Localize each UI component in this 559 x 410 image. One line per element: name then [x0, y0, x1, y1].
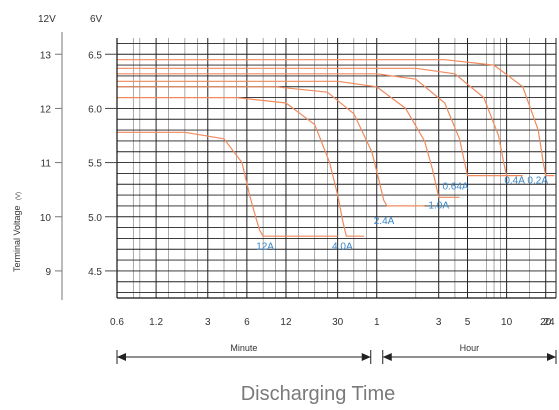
discharge-curves	[117, 59, 555, 237]
discharge-curve	[117, 97, 365, 237]
discharge-curve	[117, 67, 523, 177]
y-tick-labels-6v: 6.5 6.0 5.5 5.0 4.5	[88, 50, 117, 278]
grid	[116, 38, 557, 298]
y-tick-label-12v: 9	[45, 267, 51, 278]
y-tick-label-6v: 5.5	[88, 159, 102, 170]
curve-label: 1.0A	[428, 200, 449, 211]
discharge-curve	[117, 59, 555, 177]
curve-label: 0.2A	[527, 176, 548, 187]
discharge-curve	[117, 86, 425, 207]
segment-arrow-right	[547, 353, 556, 361]
discharge-curve	[117, 73, 507, 177]
x-tick-label: 10	[501, 317, 513, 328]
discharge-curve	[117, 80, 460, 198]
segment-arrow-left	[382, 353, 392, 361]
segment-arrow-left	[117, 353, 126, 361]
y-axis-header-6v: 6V	[90, 14, 103, 25]
curve-label: 4.0A	[332, 241, 353, 252]
x-tick-label: 3	[205, 317, 211, 328]
segment-label: Minute	[230, 343, 257, 353]
curve-label: 2.4A	[374, 216, 395, 227]
y-tick-label-12v: 13	[40, 50, 52, 61]
x-tick-label: 20	[540, 317, 552, 328]
x-tick-label: 3	[436, 317, 442, 328]
y-tick-label-12v: 12	[40, 104, 52, 115]
x-tick-label: 6	[244, 317, 250, 328]
x-axis-title: Discharging Time	[241, 383, 396, 405]
y-axis-label: Terminal Voltage (V)	[12, 192, 22, 272]
x-tick-label: 0.6	[110, 317, 124, 328]
x-tick-label: 1	[374, 317, 380, 328]
y-tick-label-12v: 10	[40, 213, 52, 224]
y-tick-label-6v: 5.0	[88, 213, 102, 224]
y-tick-labels-12v: 13 12 11 10 9	[40, 50, 62, 278]
y-tick-label-6v: 6.5	[88, 50, 102, 61]
y-tick-label-6v: 6.0	[88, 104, 102, 115]
segment-arrow-right	[361, 353, 371, 361]
x-tick-label: 5	[465, 317, 471, 328]
discharge-curve	[117, 131, 338, 237]
y-tick-label-6v: 4.5	[88, 267, 102, 278]
x-segments: Minute Hour	[116, 343, 557, 364]
x-tick-label: 24	[543, 317, 555, 328]
x-tick-label: 1.2	[149, 317, 163, 328]
curve-label: 12A	[256, 241, 274, 252]
x-tick-label: 12	[280, 317, 292, 328]
y-tick-label-12v: 11	[41, 159, 52, 170]
curve-label: 0.64A	[442, 182, 468, 193]
segment-label: Hour	[460, 343, 480, 353]
axes	[61, 32, 556, 300]
x-tick-label: 30	[332, 317, 344, 328]
y-axis-header-12v: 12V	[38, 14, 56, 25]
curve-labels: 12A 4.0A 2.4A 1.0A 0.64A 0.4A 0.2A	[256, 176, 548, 253]
curve-label: 0.4A	[504, 176, 525, 187]
